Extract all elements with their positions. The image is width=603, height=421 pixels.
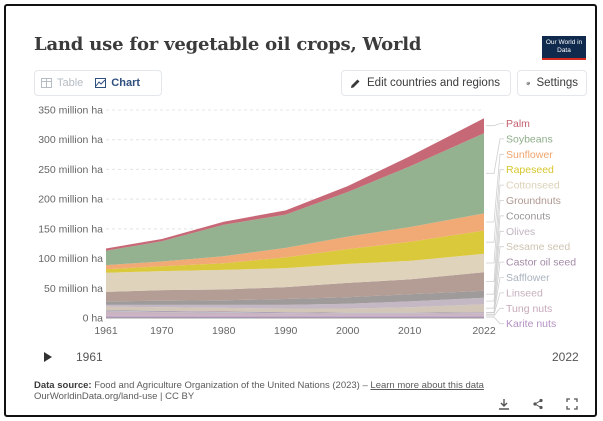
legend-label-cottonseed: Cottonseed [506, 180, 560, 192]
tab-chart[interactable]: Chart [89, 71, 146, 95]
area-cottonseed [106, 253, 484, 292]
owid-logo[interactable]: Our World in Data [542, 36, 586, 60]
x-tick-label: 1980 [212, 325, 236, 337]
source-label: Data source: [34, 380, 92, 391]
area-linseed [106, 311, 484, 316]
settings-button[interactable]: Settings [517, 70, 587, 96]
view-tabs: Table Chart [34, 70, 162, 96]
x-tick-label: 1961 [94, 325, 118, 337]
edit-countries-button[interactable]: Edit countries and regions [341, 70, 511, 96]
legend-leader-line [486, 215, 504, 295]
legend-leader-line [486, 261, 504, 313]
legend-leader-line [486, 200, 504, 282]
legend-leader-line [486, 307, 504, 317]
download-icon[interactable] [498, 398, 510, 410]
legend-leader-line [486, 123, 504, 127]
legend-label-safflower: Safflower [506, 272, 550, 284]
fullscreen-icon[interactable] [566, 398, 578, 410]
legend-leader-line [486, 316, 504, 325]
timeline: 1961 2022 [34, 345, 594, 369]
tab-chart-label: Chart [111, 77, 141, 89]
legend-label-palm: Palm [506, 118, 530, 130]
legend-leader-line [486, 292, 504, 315]
y-tick-label: 250 million ha [38, 164, 103, 176]
legend-label-olives: Olives [506, 226, 535, 238]
x-tick-label: 2022 [472, 325, 496, 337]
legend-leader-line [486, 138, 504, 174]
settings-label: Settings [536, 77, 578, 89]
x-tick-label: 1990 [274, 325, 298, 337]
area-groundnuts [106, 272, 484, 302]
y-tick-label: 300 million ha [38, 134, 103, 146]
legend-label-rapeseed: Rapeseed [506, 164, 554, 176]
area-sunflower [106, 213, 484, 270]
area-tung-nuts [106, 315, 484, 317]
legend-label-sesame-seed: Sesame seed [506, 241, 570, 253]
legend-label-groundnuts: Groundnuts [506, 195, 561, 207]
legend-label-tung-nuts: Tung nuts [506, 303, 552, 315]
y-tick-label: 150 million ha [38, 223, 103, 235]
area-castor-oil-seed [106, 310, 484, 314]
legend-label-soybeans: Soybeans [506, 133, 553, 145]
legend-label-linseed: Linseed [506, 287, 543, 299]
play-icon[interactable] [44, 352, 52, 362]
area-soybeans [106, 133, 484, 266]
timeline-end-label: 2022 [552, 350, 579, 364]
timeline-start-label: 1961 [76, 350, 103, 364]
pencil-icon [351, 79, 360, 88]
chart-footer: Data source: Food and Agriculture Organi… [34, 380, 484, 402]
tab-table-label: Table [57, 77, 84, 89]
y-tick-label: 0 ha [83, 313, 104, 325]
legend-leader-line [486, 277, 504, 314]
area-coconuts [106, 290, 484, 305]
url-text[interactable]: OurWorldinData.org/land-use | CC BY [34, 390, 195, 402]
chart-title: Land use for vegetable oil crops, World [34, 34, 422, 55]
source-text: Food and Agriculture Organization of the… [94, 380, 371, 391]
legend-label-castor-oil-seed: Castor oil seed [506, 257, 576, 269]
legend-label-sunflower: Sunflower [506, 149, 553, 161]
legend-label-karite-nuts: Karite nuts [506, 318, 556, 330]
learn-more-link[interactable]: Learn more about this data [370, 380, 484, 391]
area-rapeseed [106, 230, 484, 273]
y-tick-label: 100 million ha [38, 253, 103, 265]
legend-label-coconuts: Coconuts [506, 210, 550, 222]
y-tick-label: 350 million ha [38, 105, 103, 117]
legend-leader-line [486, 153, 504, 223]
legend-leader-line [486, 184, 504, 264]
x-tick-label: 2010 [398, 325, 422, 337]
tab-table[interactable]: Table [35, 71, 89, 95]
y-tick-label: 200 million ha [38, 194, 103, 206]
area-safflower [106, 310, 484, 314]
x-tick-label: 1970 [150, 325, 174, 337]
table-icon [41, 78, 52, 88]
x-tick-label: 2000 [336, 325, 360, 337]
gear-icon [526, 81, 530, 85]
area-olives [106, 297, 484, 309]
y-tick-label: 50 million ha [44, 283, 103, 295]
edit-countries-label: Edit countries and regions [367, 77, 500, 89]
share-icon[interactable] [532, 398, 544, 410]
legend-leader-line [486, 246, 504, 309]
legend-leader-line [486, 230, 504, 302]
chart-icon [95, 78, 107, 88]
chart-card [4, 4, 597, 417]
legend-leader-line [486, 169, 504, 243]
